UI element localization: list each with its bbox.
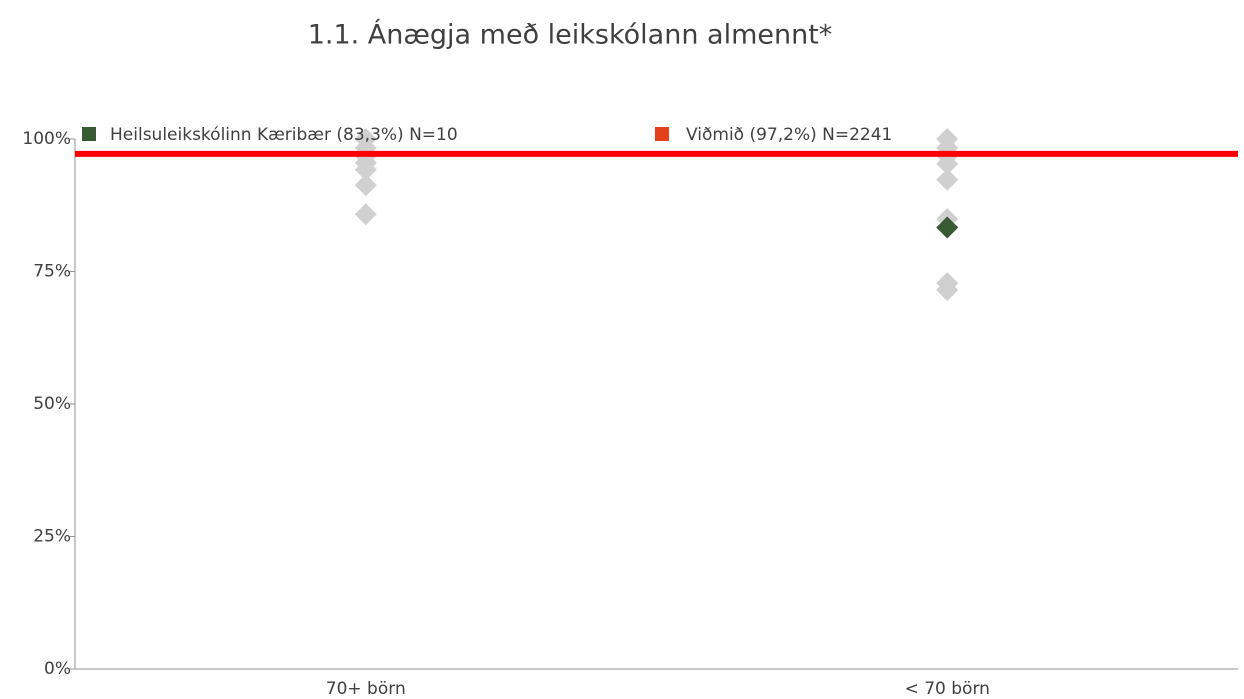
comparison-point xyxy=(354,158,377,181)
x-tick-label: < 70 börn xyxy=(905,679,990,699)
y-tick-label: 50% xyxy=(33,394,71,414)
data-point xyxy=(936,216,959,239)
comparison-point xyxy=(354,174,377,197)
legend-label: Heilsuleikskólinn Kæribær (83,3%) N=10 xyxy=(110,125,458,145)
legend-label: Viðmið (97,2%) N=2241 xyxy=(686,125,892,145)
y-tick-label: 25% xyxy=(33,527,71,547)
comparison-point xyxy=(936,279,959,302)
comparison-point xyxy=(354,203,377,226)
y-tick-label: 0% xyxy=(44,659,71,679)
comparison-point xyxy=(936,152,959,175)
legend-swatch xyxy=(655,127,669,141)
x-tick-label: 70+ börn xyxy=(326,679,406,699)
y-tick-label: 75% xyxy=(33,262,71,282)
chart-title: 1.1. Ánægja með leikskólann almennt* xyxy=(308,19,833,51)
comparison-point xyxy=(936,168,959,191)
y-tick-label: 100% xyxy=(22,129,71,149)
legend-swatch xyxy=(82,127,96,141)
